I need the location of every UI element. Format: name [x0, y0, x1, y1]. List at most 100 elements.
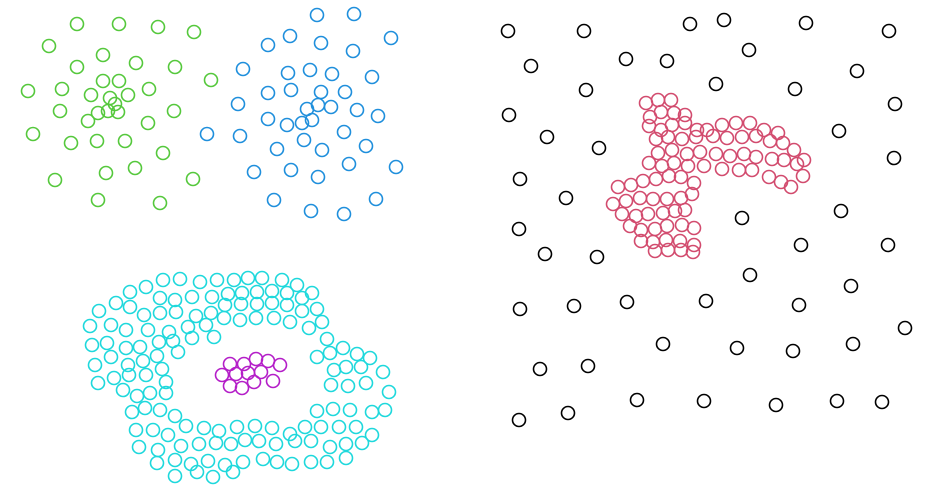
scatter-point: [741, 42, 757, 58]
scatter-point: [566, 298, 582, 314]
scatter-point: [370, 108, 386, 124]
scatter-point: [303, 454, 319, 470]
scatter-point: [204, 289, 220, 305]
scatter-point: [95, 73, 111, 89]
scatter-point: [647, 243, 663, 259]
scatter-point: [294, 115, 310, 131]
scatter-point: [742, 115, 758, 131]
scatter-point: [265, 373, 281, 389]
scatter-point: [843, 278, 859, 294]
scatter-point: [302, 62, 318, 78]
scatter-point: [303, 433, 319, 449]
scatter-point: [322, 439, 338, 455]
scatter-point: [663, 92, 679, 108]
scatter-point: [223, 436, 239, 452]
scatter-point: [719, 130, 735, 146]
scatter-point: [833, 203, 849, 219]
scatter-point: [178, 418, 194, 434]
scatter-point: [279, 297, 295, 313]
scatter-point: [338, 436, 354, 452]
scatter-point: [381, 384, 397, 400]
scatter-point: [233, 296, 249, 312]
scatter-point: [645, 234, 661, 250]
scatter-point: [150, 19, 166, 35]
scatter-point: [653, 104, 669, 120]
scatter-point: [118, 322, 134, 338]
scatter-point: [220, 286, 236, 302]
scatter-point: [103, 317, 119, 333]
scatter-point: [314, 142, 330, 158]
scatter-point: [660, 129, 676, 145]
scatter-point: [222, 356, 238, 372]
scatter-point: [358, 138, 374, 154]
scatter-point: [89, 133, 105, 149]
scatter-point: [236, 356, 252, 372]
scatter-point: [170, 344, 186, 360]
scatter-point: [234, 380, 250, 396]
scatter-point: [500, 23, 516, 39]
scatter-point: [228, 366, 244, 382]
scatter-point: [348, 419, 364, 435]
scatter-point: [798, 15, 814, 31]
scatter-point: [336, 124, 352, 140]
scatter-point: [149, 455, 165, 471]
scatter-point: [20, 83, 36, 99]
scatter-point: [734, 129, 750, 145]
scatter-point: [744, 162, 760, 178]
scatter-point: [186, 24, 202, 40]
scatter-point: [362, 350, 378, 366]
scatter-point: [155, 145, 171, 161]
scatter-point: [698, 293, 714, 309]
scatter-point: [103, 349, 119, 365]
scatter-point: [696, 158, 712, 174]
scatter-point: [714, 161, 730, 177]
scatter-point: [253, 364, 269, 380]
scatter-point: [301, 320, 317, 336]
scatter-point: [69, 16, 85, 32]
scatter-point: [689, 122, 705, 138]
scatter-point: [313, 35, 329, 51]
scatter-point: [324, 66, 340, 82]
scatter-point: [269, 454, 285, 470]
scatter-point: [232, 312, 248, 328]
scatter-point: [731, 162, 747, 178]
scatter-point: [142, 385, 158, 401]
scatter-point: [785, 343, 801, 359]
scatter-point: [349, 346, 365, 362]
scatter-point: [91, 303, 107, 319]
scatter-point: [98, 165, 114, 181]
scatter-point: [354, 435, 370, 451]
scatter-point: [203, 305, 219, 321]
scatter-point: [214, 367, 230, 383]
scatter-point: [764, 151, 780, 167]
scatter-point: [132, 339, 148, 355]
scatter-point: [831, 123, 847, 139]
scatter-point: [722, 148, 738, 164]
scatter-point: [512, 171, 528, 187]
scatter-point: [188, 308, 204, 324]
scatter-point: [264, 420, 280, 436]
scatter-point: [167, 408, 183, 424]
scatter-point: [82, 318, 98, 334]
scatter-point: [167, 452, 183, 468]
scatter-point: [122, 284, 138, 300]
cluster-series-1: [199, 6, 404, 222]
scatter-point: [619, 294, 635, 310]
scatter-point: [151, 334, 167, 350]
scatter-point: [673, 169, 689, 185]
scatter-point: [748, 128, 764, 144]
scatter-point: [672, 233, 688, 249]
scatter-point: [736, 146, 752, 162]
scatter-point: [742, 267, 758, 283]
scatter-point: [184, 330, 200, 346]
scatter-point: [115, 382, 131, 398]
scatter-point: [685, 244, 701, 260]
scatter-point: [829, 393, 845, 409]
scatter-point: [319, 331, 335, 347]
scatter-point: [131, 439, 147, 455]
scatter-point: [279, 285, 295, 301]
scatter-point: [322, 345, 338, 361]
scatter-point: [310, 169, 326, 185]
scatter-point: [309, 7, 325, 23]
scatter-point: [266, 310, 282, 326]
